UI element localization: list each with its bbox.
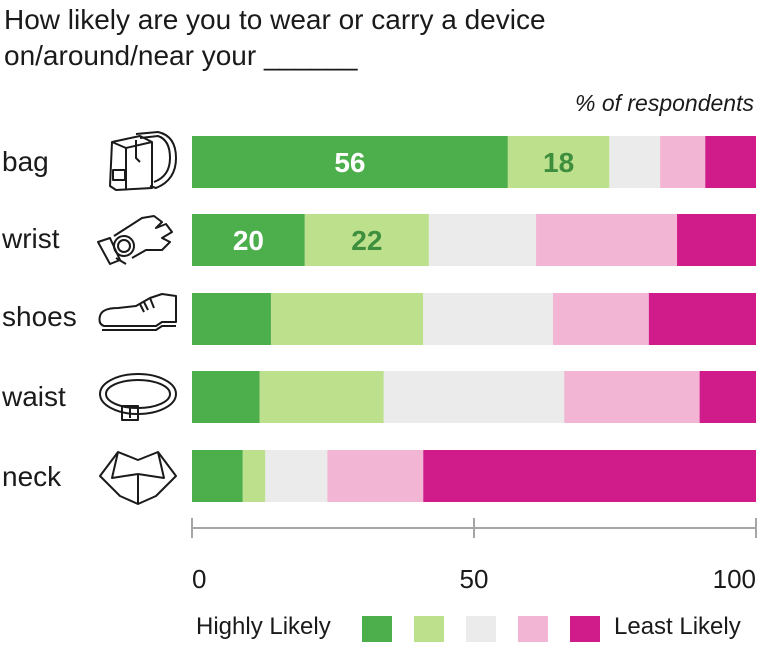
bag-icon	[109, 131, 177, 191]
bar-area	[192, 136, 756, 502]
row-label-neck: neck	[2, 461, 62, 492]
bar-wrist-level-1	[192, 214, 305, 266]
bar-bag-level-2	[507, 136, 610, 188]
bar-wrist-level-4	[536, 214, 678, 266]
x-tick-label-100: 100	[713, 564, 756, 594]
bar-neck-level-5	[423, 450, 756, 502]
bar-wrist-level-2	[304, 214, 429, 266]
bar-shoes-level-4	[552, 293, 649, 345]
wristwatch-icon	[97, 215, 173, 265]
row-label-waist: waist	[2, 381, 66, 412]
row-label-shoes: shoes	[2, 301, 77, 332]
shoe-icon	[98, 293, 177, 331]
legend-swatch-level-4	[518, 616, 548, 642]
bar-bag-level-3	[609, 136, 661, 188]
belt-icon	[99, 373, 177, 421]
legend-swatch-level-5	[570, 616, 600, 642]
bar-neck-level-4	[327, 450, 424, 502]
data-label-wrist-level-1: 20	[233, 225, 264, 256]
bar-bag-level-4	[660, 136, 706, 188]
bar-neck-level-1	[192, 450, 243, 502]
chart-title-line-2: on/around/near your ______	[4, 40, 358, 71]
row-label-wrist: wrist	[2, 223, 60, 254]
chart-title-line-1: How likely are you to wear or carry a de…	[4, 4, 546, 35]
bar-wrist-level-5	[677, 214, 756, 266]
bar-shoes-level-1	[192, 293, 271, 345]
chart-title: How likely are you to wear or carry a de…	[4, 2, 704, 74]
bar-bag-level-5	[705, 136, 756, 188]
legend-label-least-likely: Least Likely	[614, 613, 741, 640]
bar-waist-level-2	[259, 371, 384, 423]
bar-shoes-level-2	[270, 293, 424, 345]
bar-shoes-level-5	[648, 293, 756, 345]
bar-neck-level-2	[242, 450, 266, 502]
data-label-bag-level-1: 56	[334, 147, 365, 178]
bar-waist-level-4	[564, 371, 700, 423]
x-tick-label-50: 50	[460, 564, 489, 594]
shirt-collar-icon	[99, 451, 177, 505]
legend-label-highly-likely: Highly Likely	[196, 613, 331, 640]
x-tick-label-0: 0	[192, 564, 206, 594]
bar-bag-level-1	[192, 136, 508, 188]
data-labels: 56 18 20 22	[233, 147, 574, 256]
bar-waist-level-1	[192, 371, 260, 423]
bar-waist-level-3	[383, 371, 565, 423]
data-label-bag-level-2: 18	[543, 147, 574, 178]
legend-swatch-level-3	[466, 616, 496, 642]
axis-unit-label: % of respondents	[574, 90, 754, 116]
data-label-wrist-level-2: 22	[351, 225, 382, 256]
legend-swatch-level-2	[414, 616, 444, 642]
bar-wrist-level-3	[428, 214, 537, 266]
bar-waist-level-5	[699, 371, 756, 423]
row-label-bag: bag	[2, 146, 49, 177]
bar-shoes-level-3	[423, 293, 553, 345]
x-axis: 0 50 100	[191, 518, 757, 594]
legend-swatch-level-1	[362, 616, 392, 642]
bar-neck-level-3	[265, 450, 328, 502]
